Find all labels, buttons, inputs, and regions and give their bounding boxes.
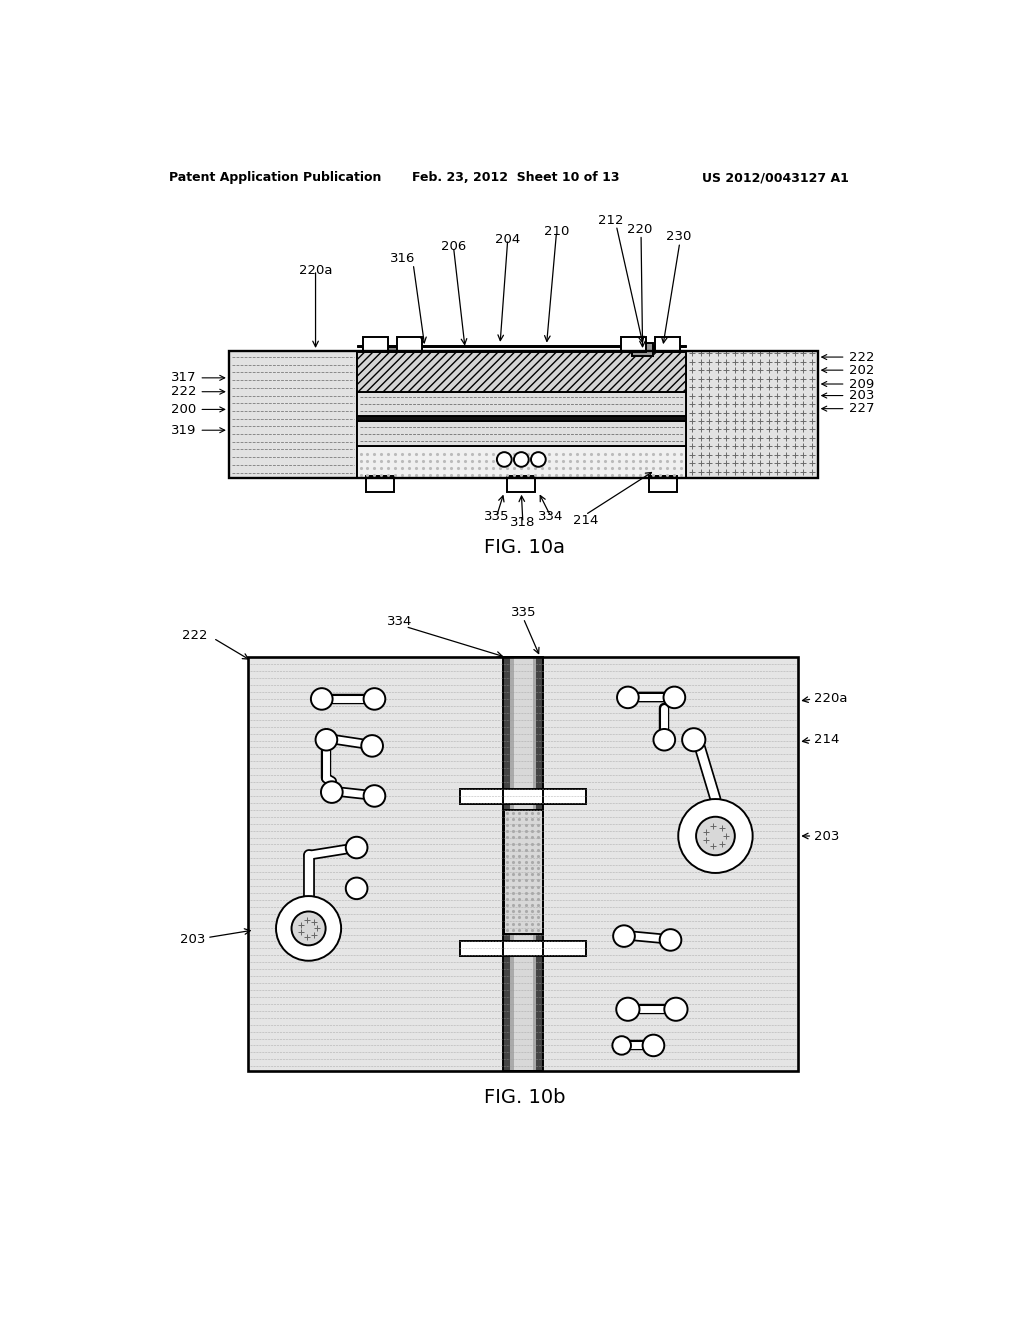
Circle shape bbox=[653, 729, 675, 751]
Bar bbox=[686, 351, 818, 478]
Bar bbox=[356, 345, 686, 347]
Circle shape bbox=[682, 729, 706, 751]
Text: 334: 334 bbox=[387, 615, 412, 628]
Text: 222: 222 bbox=[849, 351, 874, 363]
Text: 204: 204 bbox=[496, 232, 520, 246]
Bar bbox=[507, 477, 536, 492]
Bar bbox=[503, 657, 510, 1071]
Text: 214: 214 bbox=[572, 513, 598, 527]
Bar bbox=[356, 416, 686, 421]
Bar bbox=[686, 351, 818, 478]
Bar bbox=[228, 351, 356, 478]
Text: Feb. 23, 2012  Sheet 10 of 13: Feb. 23, 2012 Sheet 10 of 13 bbox=[412, 172, 620, 185]
Circle shape bbox=[514, 453, 528, 467]
Circle shape bbox=[696, 817, 735, 855]
Circle shape bbox=[364, 688, 385, 710]
Circle shape bbox=[613, 925, 635, 946]
Bar bbox=[228, 351, 818, 478]
Circle shape bbox=[361, 735, 383, 756]
Circle shape bbox=[497, 453, 512, 467]
Text: 317: 317 bbox=[171, 371, 197, 384]
Circle shape bbox=[664, 686, 685, 708]
Text: US 2012/0043127 A1: US 2012/0043127 A1 bbox=[701, 172, 849, 185]
Text: 316: 316 bbox=[390, 252, 416, 265]
Text: 334: 334 bbox=[538, 510, 563, 523]
Text: 214: 214 bbox=[814, 733, 840, 746]
Bar bbox=[248, 657, 799, 1071]
Circle shape bbox=[321, 781, 343, 803]
Text: 203: 203 bbox=[180, 933, 206, 946]
Text: 227: 227 bbox=[849, 403, 874, 416]
Bar bbox=[248, 657, 799, 1071]
Circle shape bbox=[315, 729, 337, 751]
Circle shape bbox=[292, 911, 326, 945]
Bar bbox=[365, 347, 407, 352]
Circle shape bbox=[612, 1036, 631, 1055]
Bar bbox=[632, 343, 653, 356]
Circle shape bbox=[616, 998, 640, 1020]
Circle shape bbox=[346, 878, 368, 899]
Text: 222: 222 bbox=[182, 630, 208, 643]
Text: 220: 220 bbox=[627, 223, 652, 236]
Text: 209: 209 bbox=[849, 378, 874, 391]
Bar bbox=[532, 657, 537, 1071]
Bar bbox=[503, 657, 544, 1071]
Bar bbox=[461, 941, 586, 956]
Text: 319: 319 bbox=[171, 424, 197, 437]
Text: FIG. 10b: FIG. 10b bbox=[484, 1088, 565, 1107]
Bar bbox=[397, 337, 422, 352]
Bar bbox=[503, 657, 544, 1071]
Text: 318: 318 bbox=[510, 516, 536, 529]
Bar bbox=[356, 352, 686, 392]
Circle shape bbox=[678, 799, 753, 873]
Bar bbox=[510, 657, 514, 1071]
Circle shape bbox=[659, 929, 681, 950]
Text: 335: 335 bbox=[483, 510, 509, 523]
Text: 335: 335 bbox=[511, 606, 536, 619]
Text: 203: 203 bbox=[814, 829, 840, 842]
Bar bbox=[655, 337, 680, 352]
Circle shape bbox=[643, 1035, 665, 1056]
Bar bbox=[461, 789, 586, 804]
Circle shape bbox=[364, 785, 385, 807]
Bar bbox=[621, 337, 646, 352]
Text: 202: 202 bbox=[849, 363, 874, 376]
Text: 212: 212 bbox=[598, 214, 624, 227]
Bar bbox=[356, 421, 686, 446]
Text: 206: 206 bbox=[441, 240, 466, 253]
Bar bbox=[228, 351, 356, 478]
Circle shape bbox=[276, 896, 341, 961]
Text: 220a: 220a bbox=[814, 693, 848, 705]
Bar bbox=[366, 477, 394, 492]
Circle shape bbox=[311, 688, 333, 710]
Text: 203: 203 bbox=[849, 389, 874, 403]
Bar bbox=[514, 657, 532, 1071]
Bar bbox=[649, 477, 677, 492]
Circle shape bbox=[665, 998, 687, 1020]
Text: 222: 222 bbox=[171, 385, 197, 399]
Bar bbox=[356, 392, 686, 416]
Text: 210: 210 bbox=[544, 224, 569, 238]
Text: 200: 200 bbox=[171, 403, 197, 416]
Text: Patent Application Publication: Patent Application Publication bbox=[169, 172, 381, 185]
Text: 220a: 220a bbox=[299, 264, 333, 277]
Circle shape bbox=[617, 686, 639, 708]
Text: FIG. 10a: FIG. 10a bbox=[484, 537, 565, 557]
Circle shape bbox=[346, 837, 368, 858]
Circle shape bbox=[531, 453, 546, 467]
Text: 230: 230 bbox=[666, 231, 691, 243]
Bar bbox=[537, 657, 544, 1071]
Bar bbox=[636, 347, 678, 352]
Bar bbox=[362, 337, 388, 352]
Bar bbox=[356, 446, 686, 478]
Bar bbox=[504, 810, 543, 935]
